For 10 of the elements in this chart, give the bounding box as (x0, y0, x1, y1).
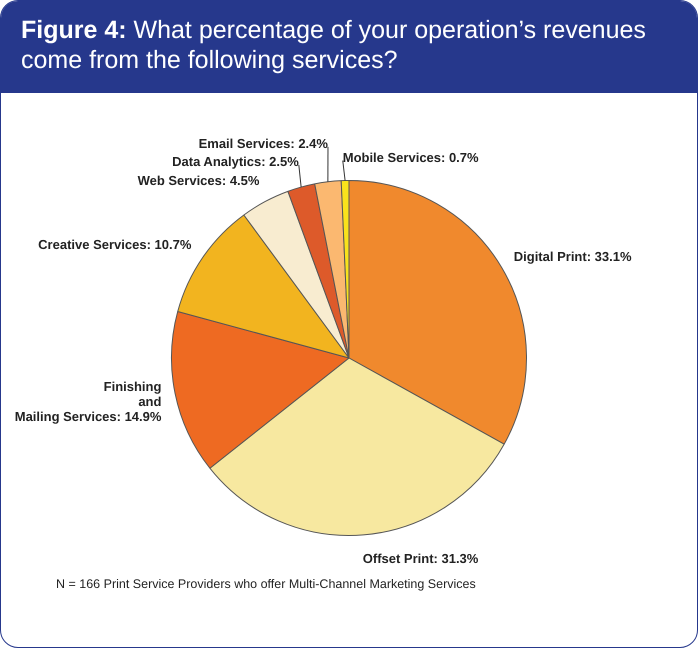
slice-label: Digital Print: 33.1% (514, 248, 632, 264)
slice-label: Creative Services: 10.7% (37, 236, 192, 252)
slice-label: Offset Print: 31.3% (362, 550, 480, 566)
slice-label: Data Analytics: 2.5% (171, 154, 299, 169)
slice-label: Web Services: 4.5% (136, 173, 260, 188)
slice-label: Email Services: 2.4% (198, 136, 328, 151)
chart-title: Figure 4: What percentage of your operation’s revenues come from the following services? (21, 16, 646, 74)
text: N = 166 Print Service Providers who offer Multi-Channel Marketing Services (56, 577, 476, 591)
slice-label: Mobile Services: 0.7% (342, 150, 480, 165)
slice-label: Finishing and Mailing Services: 14.9% (14, 378, 162, 424)
